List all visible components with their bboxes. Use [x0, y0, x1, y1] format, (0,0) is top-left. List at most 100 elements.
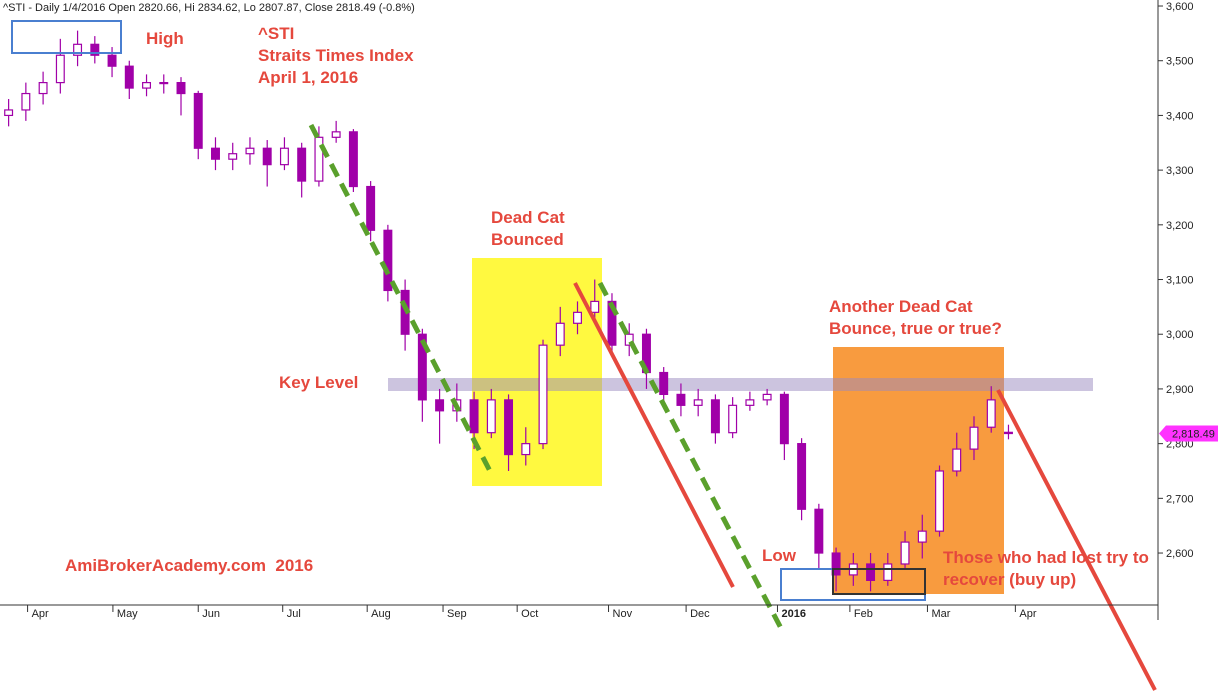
- candle-body: [348, 131, 358, 188]
- candle-body: [38, 81, 48, 95]
- annotation: High: [146, 29, 184, 48]
- candle-body: [417, 333, 427, 401]
- x-tick-label: Apr: [1019, 608, 1036, 620]
- candle-body: [469, 399, 479, 434]
- candle-body: [710, 399, 720, 434]
- y-tick-label: 2,700: [1166, 493, 1194, 505]
- candle-body: [314, 136, 324, 182]
- annotation: recover (buy up): [943, 570, 1076, 589]
- candle-body: [728, 404, 738, 434]
- candle-body: [745, 399, 755, 406]
- last-price-marker: [1159, 425, 1218, 442]
- y-tick-label: 2,800: [1166, 439, 1194, 451]
- annotation: Low: [762, 546, 797, 565]
- candle-body: [831, 552, 841, 576]
- candle-body: [245, 147, 255, 155]
- candle-body: [297, 147, 307, 182]
- low-box-inner: [832, 568, 926, 595]
- candle-body: [555, 322, 565, 346]
- high-box: [11, 20, 122, 54]
- y-tick-label: 2,600: [1166, 548, 1194, 560]
- candle-body: [211, 147, 220, 160]
- x-tick-label: Oct: [521, 608, 538, 620]
- candle-body: [986, 399, 996, 428]
- annotation: Those who had lost try to: [943, 548, 1149, 567]
- candle-body: [279, 147, 289, 166]
- annotation: April 1, 2016: [258, 68, 358, 87]
- candle-body: [607, 300, 617, 346]
- annotation: AmiBrokerAcademy.com 2016: [65, 556, 313, 575]
- x-tick-label: Mar: [931, 608, 950, 620]
- candle-body: [538, 344, 548, 445]
- trend-line: [996, 389, 1157, 691]
- trend-line: [573, 282, 735, 588]
- chart-title: ^STI - Daily 1/4/2016 Open 2820.66, Hi 2…: [3, 2, 415, 14]
- x-tick-label: Sep: [447, 608, 467, 620]
- y-tick-label: 3,100: [1166, 275, 1194, 287]
- candle-body: [383, 229, 393, 292]
- annotation: Another Dead Cat: [829, 297, 973, 316]
- candle-body: [55, 54, 65, 84]
- y-tick-label: 3,500: [1166, 56, 1194, 68]
- dead-cat-zone: [472, 258, 602, 486]
- candle-body: [228, 153, 238, 160]
- x-tick-label: May: [117, 608, 138, 620]
- candle-body: [590, 300, 600, 313]
- annotation: Key Level: [279, 373, 358, 392]
- annotation: Bounce, true or true?: [829, 319, 1002, 338]
- y-tick-label: 3,400: [1166, 110, 1194, 122]
- candle-body: [573, 311, 582, 324]
- candle-body: [866, 563, 876, 581]
- annotation: Straits Times Index: [258, 46, 414, 65]
- candle-body: [900, 541, 910, 565]
- candle-body: [142, 81, 152, 89]
- candle-body: [969, 426, 979, 450]
- y-tick-label: 3,300: [1166, 165, 1194, 177]
- candle-body: [107, 54, 117, 67]
- y-tick-label: 3,600: [1166, 1, 1194, 13]
- x-tick-label: Feb: [854, 608, 873, 620]
- y-tick-label: 2,900: [1166, 384, 1194, 396]
- annotation: ^STI: [258, 24, 294, 43]
- candle-body: [366, 185, 376, 231]
- candle-body: [504, 399, 514, 456]
- candle-body: [676, 393, 686, 406]
- candle-body: [521, 443, 531, 456]
- x-tick-label: Nov: [613, 608, 633, 620]
- x-tick-label: Jun: [202, 608, 220, 620]
- x-tick-label: 2016: [781, 608, 805, 620]
- candle-body: [917, 530, 927, 543]
- x-tick-label: Apr: [32, 608, 49, 620]
- candle-body: [90, 43, 100, 56]
- candle-body: [435, 399, 445, 412]
- candle-body: [1003, 431, 1013, 435]
- candle-body: [659, 371, 669, 395]
- candle-body: [486, 399, 496, 434]
- annotation: Bounced: [491, 230, 564, 249]
- candle-body: [262, 147, 272, 166]
- candle-body: [693, 399, 703, 406]
- candle-body: [814, 508, 824, 554]
- y-tick-label: 3,000: [1166, 329, 1194, 341]
- candle-body: [73, 43, 83, 56]
- candle-body: [21, 92, 31, 111]
- y-tick-label: 3,200: [1166, 220, 1194, 232]
- candle-body: [176, 81, 186, 95]
- candle-body: [762, 393, 772, 401]
- annotation: Dead Cat: [491, 208, 565, 227]
- candle-body: [935, 470, 944, 532]
- x-tick-label: Jul: [287, 608, 301, 620]
- candle-body: [124, 65, 134, 89]
- x-tick-label: Dec: [690, 608, 710, 620]
- candle-body: [159, 81, 169, 85]
- candle-body: [331, 131, 341, 138]
- x-tick-label: Aug: [371, 608, 391, 620]
- candle-body: [779, 393, 789, 445]
- candle-body: [797, 443, 807, 510]
- candle-body: [952, 448, 962, 472]
- key-level-band: [388, 378, 1093, 391]
- last-price-label: 2,818.49: [1172, 429, 1215, 441]
- candle-body: [883, 563, 893, 581]
- candle-body: [193, 92, 203, 149]
